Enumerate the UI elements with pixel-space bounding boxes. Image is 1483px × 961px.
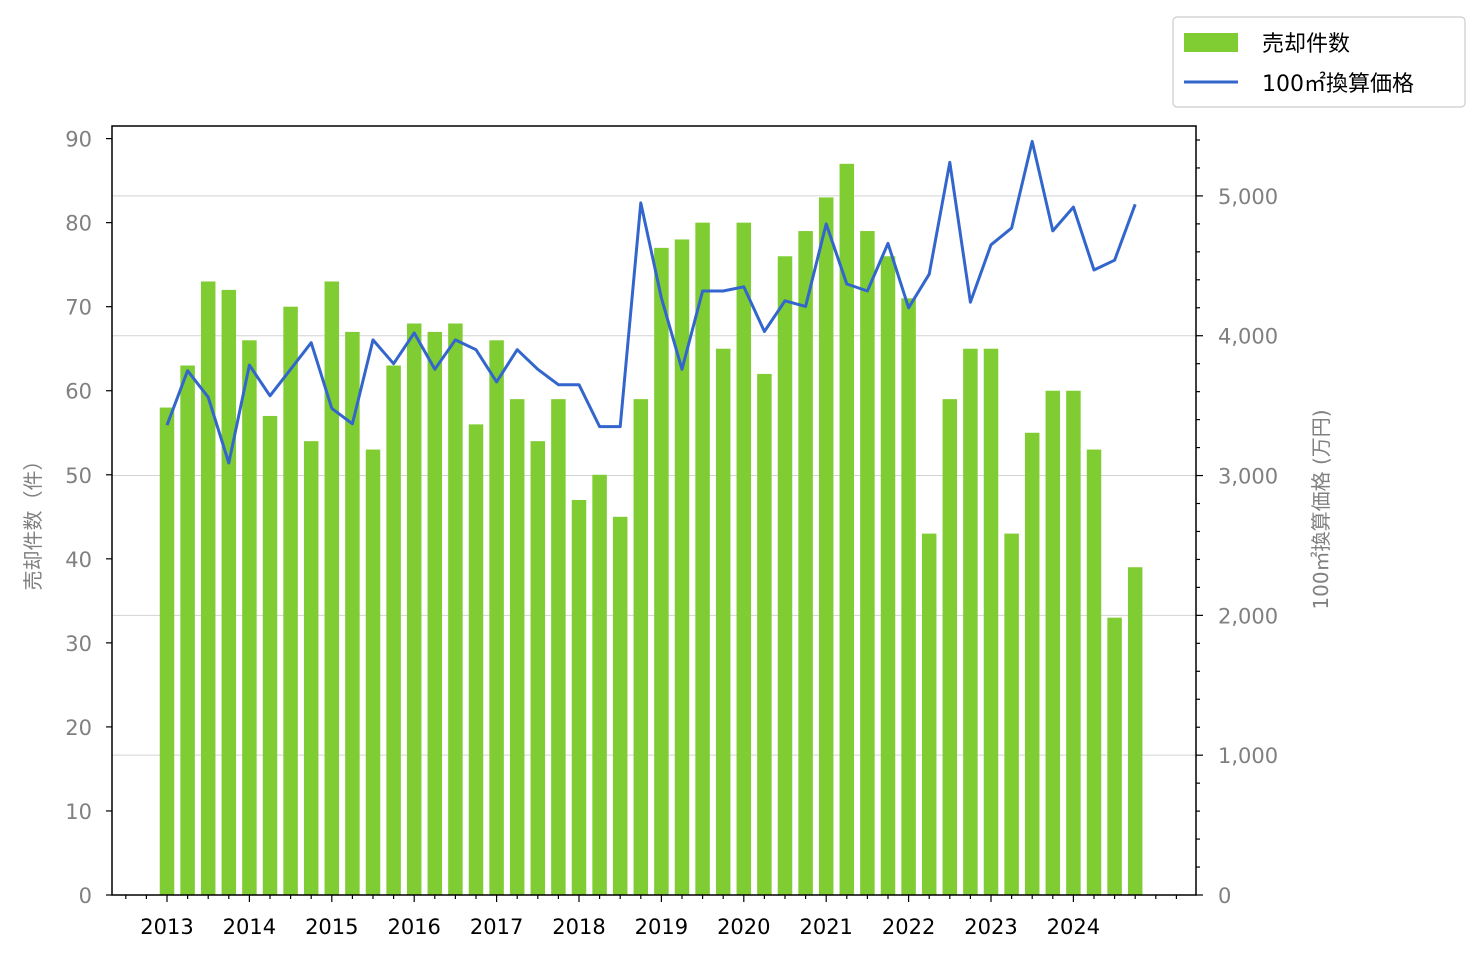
x-tick-label: 2013 [140, 915, 193, 939]
bar [489, 340, 504, 895]
bar [736, 222, 752, 895]
bar [798, 231, 813, 896]
bar [1004, 533, 1019, 895]
bar [715, 348, 731, 896]
x-tick-label: 2020 [717, 915, 770, 939]
legend-bar-label: 売却件数 [1262, 32, 1350, 57]
x-axis: 2013 2014 2015 2016 2017 2018 2019 2020 2021 2022… [125, 895, 1178, 939]
legend-bar-swatch [1184, 33, 1238, 52]
bar [551, 399, 566, 895]
bar [633, 399, 649, 895]
bar [818, 197, 834, 896]
bar [571, 499, 587, 895]
bar [406, 323, 422, 895]
left-tick-label: 0 [79, 884, 92, 908]
right-tick-label: 5,000 [1218, 185, 1278, 209]
x-tick-label: 2016 [387, 915, 440, 939]
right-tick-label: 2,000 [1218, 604, 1278, 628]
bar [612, 516, 628, 895]
bar [1107, 617, 1122, 895]
bar [1045, 390, 1061, 895]
bar [757, 373, 772, 895]
bar [695, 222, 710, 895]
left-tick-label: 80 [65, 212, 92, 236]
bar [860, 231, 875, 896]
bar [942, 399, 958, 895]
left-tick-label: 40 [65, 548, 92, 572]
right-y-axis: 0 1,000 2,000 3,000 4,000 5,000 [1196, 139, 1278, 908]
plot-frame [111, 125, 1197, 896]
left-tick-label: 20 [65, 716, 92, 740]
bar [303, 441, 319, 895]
bar [530, 441, 546, 895]
bar [963, 348, 978, 896]
legend: 売却件数 100㎡換算価格 [1172, 16, 1466, 108]
bar [777, 256, 793, 895]
bar [839, 163, 855, 895]
bar [365, 449, 381, 895]
bar [983, 348, 999, 896]
left-tick-label: 30 [65, 632, 92, 656]
left-tick-label: 90 [65, 128, 92, 152]
x-tick-label: 2017 [470, 915, 523, 939]
x-tick-label: 2015 [305, 915, 358, 939]
left-tick-label: 60 [65, 380, 92, 404]
bar [242, 340, 257, 895]
right-tick-label: 4,000 [1218, 325, 1278, 349]
left-axis-title: 売却件数（件） [21, 451, 45, 591]
bar [468, 424, 484, 895]
bar [1127, 567, 1143, 895]
x-tick-label: 2014 [223, 915, 276, 939]
bar-series [159, 163, 1143, 896]
x-tick-label: 2022 [882, 915, 935, 939]
x-tick-label: 2018 [552, 915, 605, 939]
bar [262, 415, 278, 895]
bar [1066, 390, 1081, 895]
x-tick-label: 2023 [964, 915, 1017, 939]
bar [592, 474, 607, 895]
right-tick-label: 0 [1218, 884, 1231, 908]
bar [1086, 449, 1102, 895]
bar [180, 365, 195, 895]
bar [509, 399, 525, 895]
left-y-axis: 0 10 20 30 40 50 60 70 80 90 [65, 128, 112, 908]
bar [880, 256, 896, 895]
bar [654, 247, 669, 895]
legend-box [1172, 16, 1466, 108]
bar [921, 533, 937, 895]
x-tick-label: 2021 [799, 915, 852, 939]
bar [901, 298, 916, 895]
bar [324, 281, 340, 896]
x-tick-label: 2024 [1047, 915, 1100, 939]
left-tick-label: 10 [65, 800, 92, 824]
bar [221, 289, 237, 895]
bar [1024, 432, 1040, 895]
bar [386, 365, 401, 895]
bar [345, 331, 360, 895]
price-line [165, 139, 1137, 465]
legend-line-label: 100㎡換算価格 [1262, 71, 1414, 97]
bar [159, 407, 175, 895]
left-tick-label: 70 [65, 296, 92, 320]
x-tick-label: 2019 [635, 915, 688, 939]
bar [283, 306, 298, 896]
bar [200, 281, 216, 896]
bar [674, 239, 690, 896]
right-tick-label: 1,000 [1218, 744, 1278, 768]
right-axis-title: 100㎡換算価格 (万円) [1309, 409, 1333, 609]
bar [427, 331, 443, 895]
bar [448, 323, 463, 895]
left-tick-label: 50 [65, 464, 92, 488]
line-series [165, 139, 1137, 465]
right-tick-label: 3,000 [1218, 465, 1278, 489]
